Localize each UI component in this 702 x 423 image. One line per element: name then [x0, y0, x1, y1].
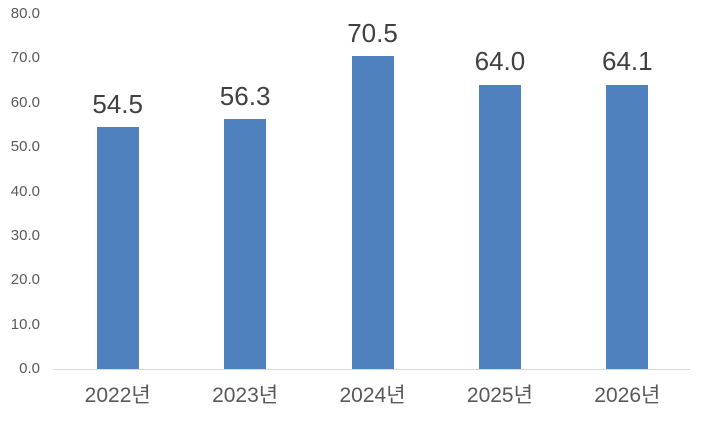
bar	[478, 85, 521, 369]
bar	[96, 127, 139, 369]
y-axis-tick-label: 20.0	[10, 271, 40, 289]
plot-area: 54.5 56.3 70.5 64.0 64.1	[54, 14, 691, 369]
x-axis-tick-label: 2026년	[594, 384, 661, 407]
bar-group-2022: 54.5	[54, 14, 181, 369]
x-axis-tick-label: 2025년	[466, 384, 533, 407]
data-label: 70.5	[347, 17, 398, 48]
y-axis-tick-label: 30.0	[10, 226, 40, 244]
y-axis: 80.0 70.0 60.0 50.0 40.0 30.0 20.0 10.0 …	[0, 5, 40, 378]
bar-group-2024: 70.5	[309, 14, 436, 369]
x-axis-tick-label: 2022년	[84, 384, 151, 407]
bar-group-2025: 64.0	[436, 14, 563, 369]
y-axis-tick-label: 80.0	[10, 5, 40, 22]
data-label: 64.0	[474, 46, 526, 77]
y-axis-tick-label: 40.0	[10, 182, 40, 200]
bar	[606, 84, 649, 369]
bar-group-2023: 56.3	[181, 14, 308, 369]
x-axis-line	[53, 369, 690, 370]
data-label: 56.3	[219, 80, 271, 111]
x-axis-tick-label: 2023년	[212, 384, 279, 407]
x-axis-tick-label: 2024년	[339, 384, 406, 407]
y-axis-tick-label: 60.0	[10, 93, 40, 111]
x-axis: 2022년 2023년 2024년 2025년 2026년	[54, 384, 691, 408]
bar	[224, 119, 267, 369]
bar	[351, 56, 394, 369]
data-label: 54.5	[92, 88, 143, 119]
y-axis-tick-label: 10.0	[10, 315, 40, 333]
data-label: 64.1	[602, 45, 653, 76]
y-axis-tick-label: 50.0	[10, 138, 40, 156]
y-axis-tick-label: 70.0	[10, 49, 40, 67]
bar-group-2026: 64.1	[564, 14, 691, 369]
y-axis-tick-label: 0.0	[19, 360, 40, 377]
